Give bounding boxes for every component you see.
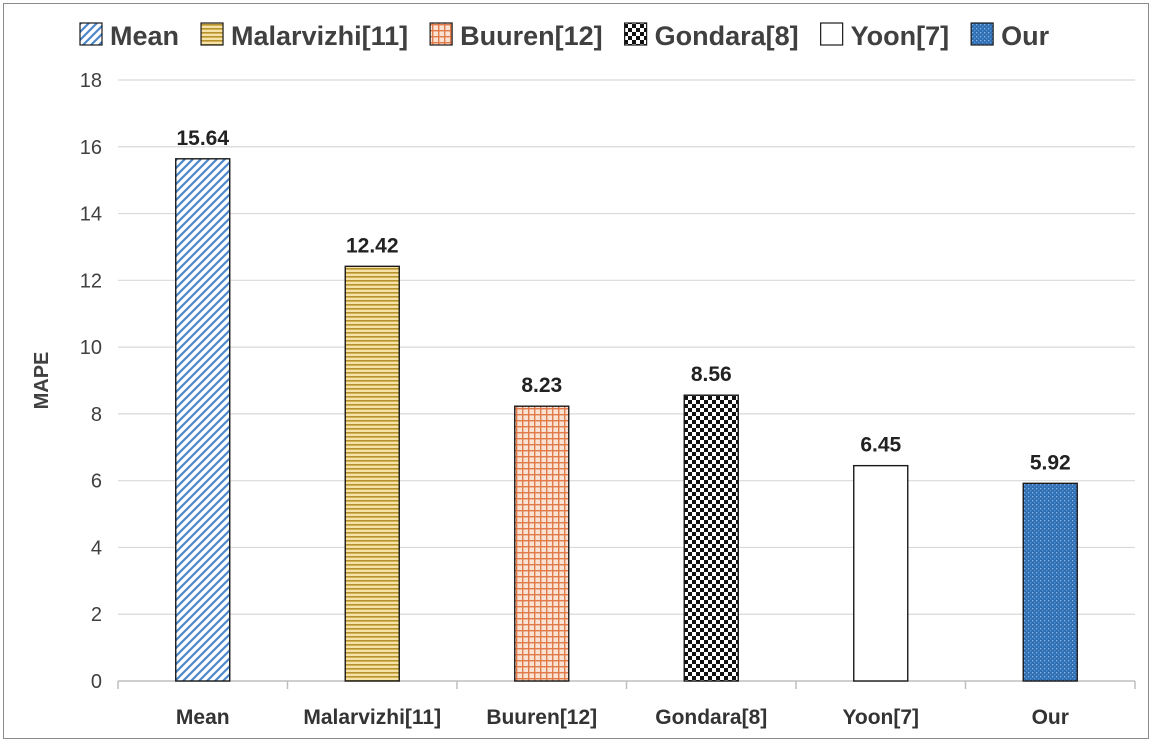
legend-swatch-mean — [79, 22, 103, 46]
y-tick-label-2: 2 — [91, 604, 102, 626]
legend-swatch-buuren-12 — [429, 22, 453, 46]
y-tick-label-10: 10 — [80, 337, 102, 359]
x-tick-label-our: Our — [1032, 706, 1069, 729]
bar-mean — [175, 158, 231, 682]
y-axis-label: MAPE — [31, 352, 53, 410]
legend-swatch-our — [970, 22, 994, 46]
legend-label-malarvizhi-11: Malarvizhi[11] — [231, 21, 408, 51]
y-tick-label-0: 0 — [91, 671, 102, 693]
legend-label-mean: Mean — [110, 21, 179, 51]
x-tick-label-gondara-8: Gondara[8] — [655, 706, 767, 729]
bar-gondara-8 — [683, 394, 739, 682]
bar-our — [1022, 482, 1078, 682]
axes — [117, 680, 1136, 689]
value-label-buuren-12: 8.23 — [521, 374, 562, 397]
value-label-malarvizhi-11: 12.42 — [346, 234, 399, 257]
legend-swatch-malarvizhi-11 — [200, 22, 224, 46]
legend-label-our: Our — [1001, 21, 1049, 51]
x-tick-label-malarvizhi-11: Malarvizhi[11] — [303, 706, 441, 729]
bar-malarvizhi-11 — [344, 265, 400, 682]
bars — [175, 158, 1078, 682]
value-label-our: 5.92 — [1030, 451, 1071, 474]
value-label-yoon-7: 6.45 — [860, 434, 901, 457]
value-label-mean: 15.64 — [176, 127, 229, 150]
y-tick-label-12: 12 — [80, 270, 102, 292]
legend-swatch-gondara-8 — [624, 22, 648, 46]
bar-buuren-12 — [514, 405, 570, 682]
y-tick-label-6: 6 — [91, 471, 102, 493]
y-tick-label-8: 8 — [91, 404, 102, 426]
x-tick-label-yoon-7: Yoon[7] — [842, 706, 919, 729]
y-tick-label-14: 14 — [80, 204, 102, 226]
labels: 0 2 4 6 8 10 12 14 16 18 MAPE 15.64 Mean 12.42 Malarvi… — [31, 70, 1071, 729]
value-label-gondara-8: 8.56 — [691, 363, 732, 386]
y-tick-label-18: 18 — [80, 70, 102, 92]
legend-label-yoon-7: Yoon[7] — [851, 21, 949, 51]
bar-yoon-7 — [853, 464, 909, 682]
legend-label-gondara-8: Gondara[8] — [655, 21, 799, 51]
x-tick-label-mean: Mean — [176, 706, 230, 729]
x-tick-label-buuren-12: Buuren[12] — [486, 706, 597, 729]
legend: Mean Malarvizhi[11] Buuren[12] Gondara[8] Yo… — [79, 21, 1050, 51]
y-tick-label-16: 16 — [80, 137, 102, 159]
legend-swatch-yoon-7 — [820, 22, 844, 46]
y-tick-label-4: 4 — [91, 537, 102, 559]
gridlines — [118, 79, 1135, 615]
legend-label-buuren-12: Buuren[12] — [460, 21, 603, 51]
